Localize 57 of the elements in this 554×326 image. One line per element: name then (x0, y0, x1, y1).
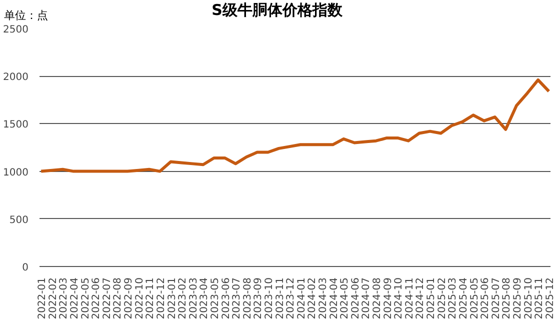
x-tick-label: 2025-06 (480, 277, 492, 320)
x-tick-label: 2025-12 (544, 277, 554, 320)
x-tick-label: 2022-05 (80, 277, 92, 320)
x-tick-label: 2022-04 (70, 277, 81, 320)
x-tick-label: 2022-11 (145, 277, 156, 320)
x-tick-label: 2024-01 (296, 277, 308, 320)
x-tick-label: 2023-04 (199, 277, 210, 320)
x-tick-label: 2023-03 (188, 277, 200, 320)
x-tick-label: 2023-02 (178, 277, 189, 320)
x-tick-label: 2024-09 (382, 277, 394, 320)
x-tick-label: 2025-05 (469, 277, 480, 320)
x-tick-label: 2024-08 (372, 277, 384, 320)
x-tick-label: 2023-12 (286, 277, 297, 320)
x-tick-label: 2022-06 (91, 277, 102, 320)
x-tick-label: 2022-03 (58, 277, 70, 320)
line-series (40, 78, 550, 173)
x-tick-label: 2024-02 (307, 277, 318, 320)
x-tick-label: 2025-03 (448, 277, 459, 320)
x-tick-label: 2024-07 (361, 277, 372, 320)
y-tick-label: 500 (9, 214, 29, 226)
x-tick-label: 2022-08 (112, 277, 124, 320)
x-tick-label: 2023-01 (166, 277, 178, 320)
x-tick-label: 2022-02 (48, 277, 59, 320)
x-tick-label: 2024-12 (415, 277, 426, 320)
y-tick-label: 2500 (3, 24, 29, 36)
x-tick-label: 2022-09 (124, 277, 135, 320)
x-tick-label: 2022-12 (156, 277, 167, 320)
y-tick-label: 1000 (3, 167, 29, 178)
x-tick-label: 2023-07 (232, 277, 243, 320)
x-tick-label: 2024-06 (350, 277, 362, 320)
x-tick-label: 2023-10 (264, 277, 275, 320)
x-tick-label: 2024-05 (340, 277, 351, 320)
x-tick-label: 2023-09 (253, 277, 264, 320)
y-tick-label: 0 (22, 262, 29, 274)
x-tick-label: 2025-02 (436, 277, 448, 320)
x-tick-label: 2025-11 (534, 277, 546, 320)
x-tick-label: 2025-09 (512, 277, 524, 320)
y-tick-label: 1500 (3, 120, 29, 131)
chart-title: S级牛胴体价格指数 (212, 1, 342, 19)
x-tick-label: 2022-10 (134, 277, 146, 320)
x-tick-label: 2022-01 (37, 277, 48, 320)
x-tick-label: 2023-06 (220, 277, 232, 320)
y-tick-label: 2000 (3, 72, 29, 84)
x-tick-label: 2023-11 (274, 277, 286, 320)
x-tick-label: 2025-01 (426, 277, 438, 320)
x-tick-label: 2022-07 (102, 277, 113, 320)
x-tick-label: 2025-10 (523, 277, 534, 320)
x-tick-label: 2025-07 (490, 277, 502, 320)
x-tick-label: 2023-08 (242, 277, 254, 320)
text: 单位：点 (4, 8, 48, 24)
x-tick-label: 2024-11 (404, 277, 416, 320)
x-tick-label: 2023-05 (210, 277, 221, 320)
x-tick-label: 2025-04 (458, 277, 470, 320)
x-tick-label: 2024-10 (394, 277, 405, 320)
x-tick-label: 2024-03 (318, 277, 330, 320)
x-tick-label: 2024-04 (328, 277, 340, 320)
x-tick-label: 2025-08 (502, 277, 513, 320)
